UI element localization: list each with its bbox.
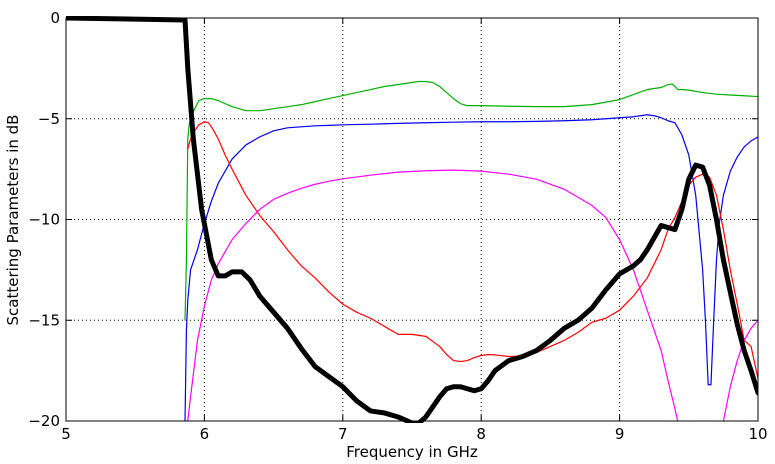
y-tick-label: −20 xyxy=(28,412,60,430)
y-axis-label: Scattering Parameters in dB xyxy=(4,115,22,326)
y-tick-label: 0 xyxy=(50,9,60,27)
grid xyxy=(66,18,758,421)
series-line-red xyxy=(187,121,758,380)
series-lines xyxy=(66,16,758,423)
x-tick-label: 7 xyxy=(338,425,348,443)
y-tick-label: −15 xyxy=(28,311,60,329)
y-tick-label: −10 xyxy=(28,211,60,229)
x-tick-label: 5 xyxy=(61,425,71,443)
x-tick-label: 10 xyxy=(748,425,767,443)
series-line-green xyxy=(184,80,758,321)
x-axis-label: Frequency in GHz xyxy=(346,443,478,461)
series-line-black xyxy=(66,16,758,423)
x-tick-label: 9 xyxy=(615,425,625,443)
series-line-magenta-segment-2 xyxy=(722,319,758,422)
series-line-blue xyxy=(184,114,758,422)
axis-ticks: 5 6 7 8 9 10 0 −5 −10 −15 −20 xyxy=(28,9,767,443)
x-tick-label: 8 xyxy=(476,425,486,443)
x-tick-label: 6 xyxy=(200,425,210,443)
y-tick-label: −5 xyxy=(38,110,60,128)
